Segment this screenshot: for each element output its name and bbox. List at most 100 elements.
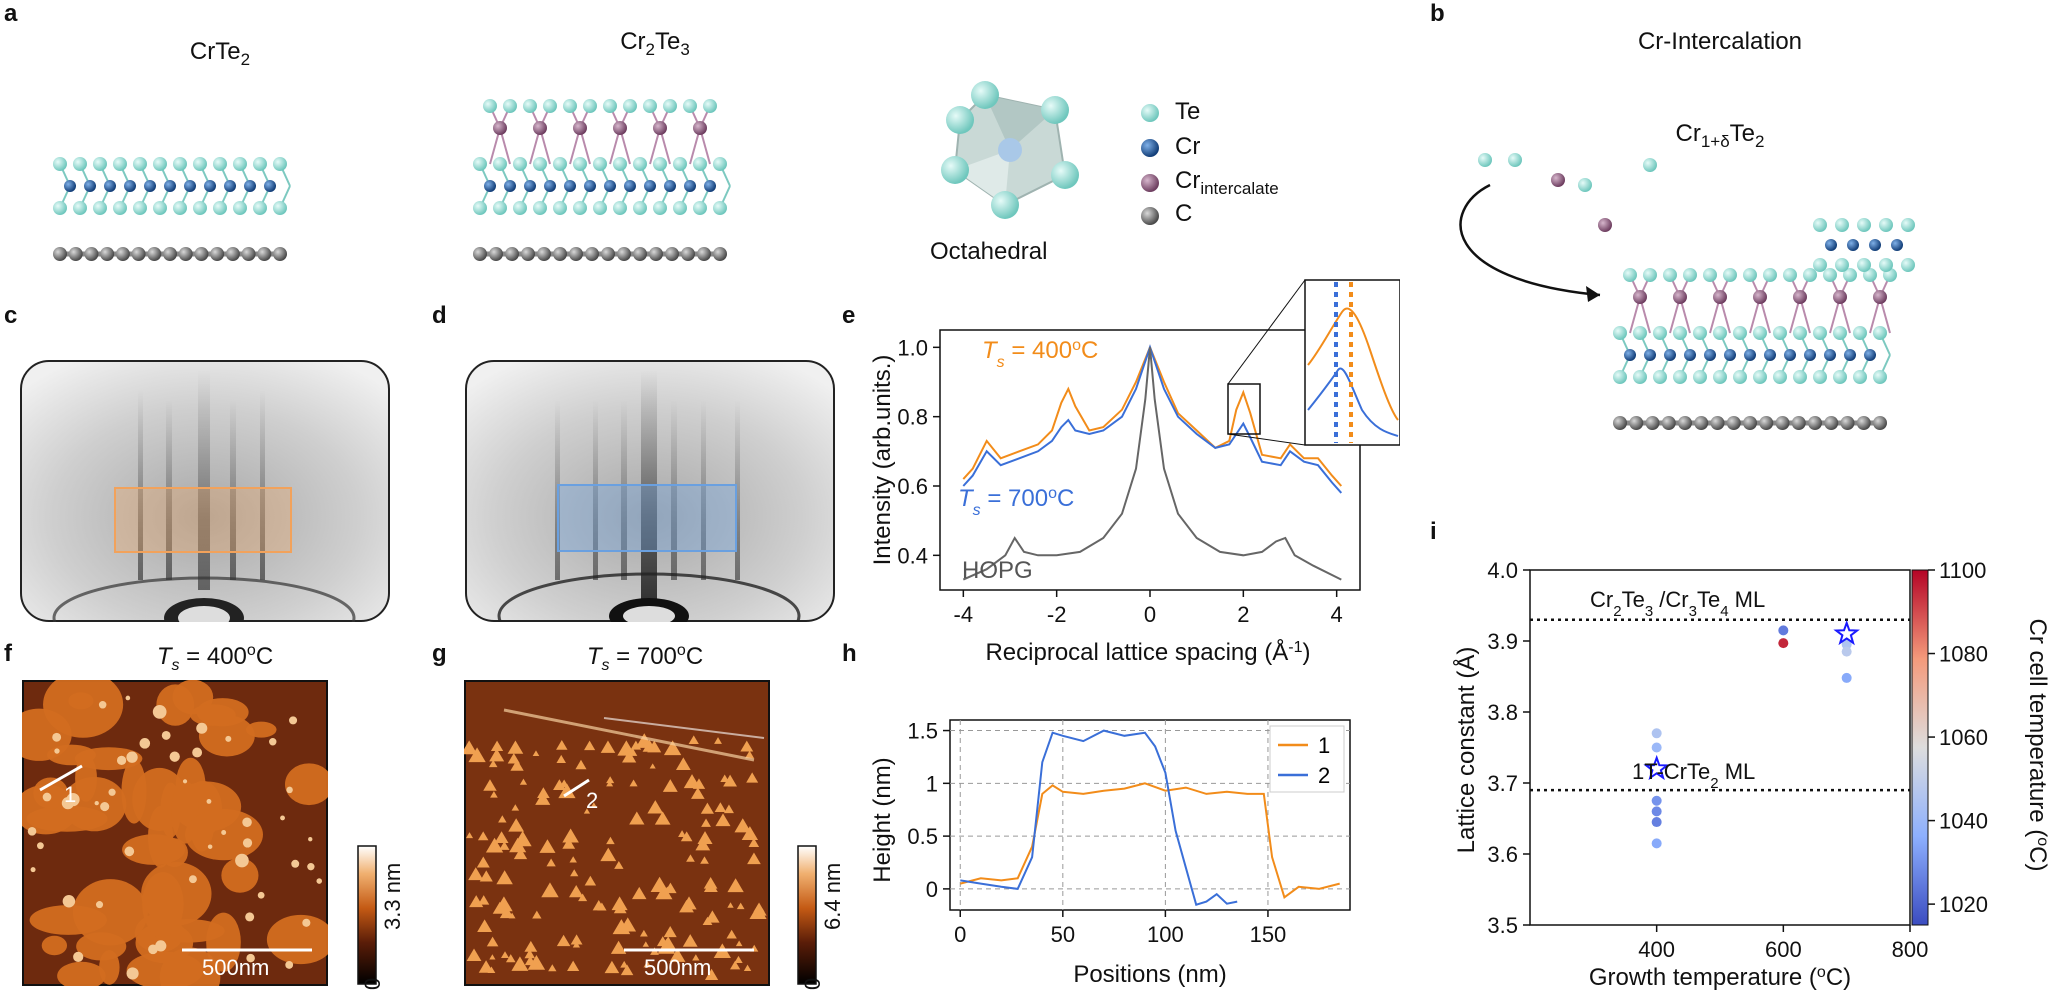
panel-label-b: b (1430, 0, 1445, 27)
crte2-te-atom (113, 201, 127, 215)
chart-e: -4 -2 0 2 4 0.4 0.6 0.8 1.0 Reciprocal lattice s… (869, 279, 1400, 666)
b-te-atom (1643, 268, 1657, 282)
b-cr-atom (1784, 349, 1796, 361)
cr2te3-cri-atom (493, 121, 507, 135)
cr2te3-te-atom (593, 157, 607, 171)
afm-700-triangle (562, 828, 579, 843)
b-cr-atom (1764, 349, 1776, 361)
afm-700-triangle (477, 831, 489, 841)
b-te-atom (1873, 326, 1887, 340)
crte2-title-text: CrTe2 (189, 38, 251, 69)
afm-700-triangle (617, 740, 636, 756)
crte2-te-atom (213, 201, 227, 215)
legend-cri-icon (1141, 174, 1159, 192)
chart-i-point (1778, 625, 1789, 636)
b-floating-atom (1598, 218, 1612, 232)
afm-400-particle (94, 800, 99, 806)
b-c-atom (1710, 416, 1725, 430)
b-te-atom (1879, 218, 1893, 232)
cr2te3-te-atom (593, 201, 607, 215)
afm-400-particle (206, 798, 212, 804)
b-cr-atom (1624, 349, 1636, 361)
chart-e-zoom-box (1227, 383, 1261, 435)
afm-700-triangle (622, 750, 637, 763)
b-cri-atom (1713, 290, 1727, 304)
crte2-c-atom (131, 247, 146, 261)
afm-400-particle (302, 918, 311, 927)
afm-400-particle (235, 853, 249, 868)
chart-e-ytick: 0.8 (897, 405, 928, 430)
afm-700-line-label: 2 (586, 788, 598, 813)
chart-i-point (1841, 639, 1852, 650)
afm-400-particle (316, 878, 323, 884)
cr2te3-c-atom (601, 247, 615, 261)
afm-700-triangle (468, 867, 484, 881)
afm-700-triangle (723, 804, 734, 814)
afm-700-triangle (556, 739, 568, 750)
cr2te3-c-atom (617, 247, 631, 261)
afm-400-particle (139, 738, 151, 749)
cr2te3-te-atom (573, 201, 587, 215)
b-te-atom (1683, 268, 1697, 282)
b-c-atom (1840, 416, 1855, 430)
afm-700-triangle (490, 791, 498, 798)
chart-e-series-1 (962, 344, 1343, 487)
cr2te3-te-atom (613, 157, 627, 171)
cr2te3-te-atom (473, 201, 487, 215)
b-cr-atom (1844, 349, 1856, 361)
crte2-c-atom (163, 247, 177, 261)
cr2te3-cr-atom (644, 180, 656, 192)
b-floating-atom (1551, 173, 1565, 187)
b-te-atom (1713, 370, 1727, 384)
afm-400-particle (27, 826, 37, 836)
b-te-atom (1723, 268, 1737, 282)
chart-i-frame (1529, 569, 1911, 926)
afm-700-triangle (572, 941, 581, 948)
afm-700-triangle (606, 836, 615, 845)
chart-h-xlabel: Positions (nm) (1073, 961, 1226, 988)
afm-700-triangle (509, 837, 527, 853)
afm-400-line-label: 1 (64, 782, 76, 807)
afm-700-triangle (659, 936, 677, 951)
afm-400-particle (280, 815, 285, 821)
b-te-atom (1693, 370, 1707, 384)
crte2-te-atom (153, 201, 167, 215)
b-te-atom (1763, 268, 1777, 282)
afm-700-triangle (692, 954, 700, 961)
afm-700-triangle (477, 919, 493, 933)
afm-400-particle (257, 891, 265, 899)
afm-700-triangle (663, 740, 682, 756)
cr2te3-cr-atom (604, 180, 616, 192)
afm-400-particle (152, 705, 167, 719)
afm-400-particle (289, 716, 298, 725)
chart-e-ylabel: Intensity (arb.units.) (869, 355, 896, 566)
chart-i-cbar-tick: 1100 (1939, 558, 1986, 583)
chart-e-annot-400: Ts = 400oC (982, 337, 1098, 371)
chart-e-ytick: 0.6 (897, 474, 928, 499)
crte2-te-atom (193, 201, 207, 215)
panel-label-a: a (4, 0, 18, 27)
afm-700-triangle (611, 896, 628, 911)
cr2te3-cr-atom (584, 180, 596, 192)
afm-700-triangle (488, 759, 498, 768)
afm-400-particle (126, 967, 139, 980)
b-te-atom (1813, 370, 1827, 384)
afm-400-particle (161, 730, 171, 740)
panel-label-c: c (4, 302, 18, 329)
afm-700-triangle (727, 878, 744, 893)
afm-700-triangle (511, 956, 529, 971)
chart-i-ytick: 3.7 (1487, 771, 1518, 796)
legend-cri-label: Crintercalate (1175, 167, 1279, 198)
afm-700-triangle (597, 902, 607, 911)
afm-700-triangle (600, 740, 616, 753)
afm-400-particle (37, 842, 44, 850)
chart-e-annot-700: Ts = 700oC (958, 485, 1074, 519)
chart-i-cbar-tick: 1080 (1939, 642, 1988, 667)
cr2te3-te-atom (653, 201, 667, 215)
b-c-atom (1824, 416, 1839, 430)
afm-700-triangle (507, 753, 520, 764)
afm-700-triangle (663, 925, 677, 938)
cr2te3-te-atom (643, 99, 657, 113)
b-te-atom (1663, 268, 1677, 282)
afm-700-triangle (492, 901, 507, 914)
